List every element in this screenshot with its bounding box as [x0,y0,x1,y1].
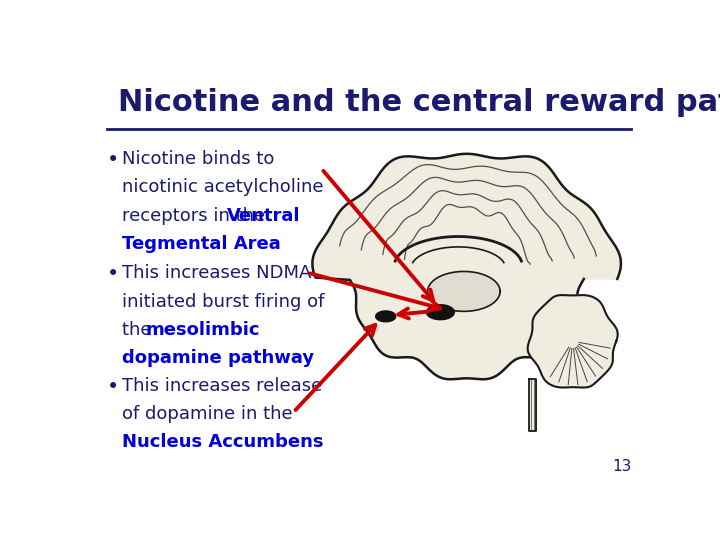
Polygon shape [528,295,618,388]
Text: mesolimbic: mesolimbic [145,321,261,339]
Text: Nicotine and the central reward pathway: Nicotine and the central reward pathway [118,87,720,117]
Polygon shape [426,305,454,320]
Text: dopamine pathway: dopamine pathway [122,349,315,367]
Polygon shape [312,154,621,379]
Polygon shape [529,379,536,431]
Text: Tegmental Area: Tegmental Area [122,235,281,253]
Text: Ventral: Ventral [228,207,301,225]
Polygon shape [376,311,396,322]
Polygon shape [428,272,500,312]
Text: •: • [107,265,119,285]
Text: receptors in the: receptors in the [122,207,271,225]
Text: This increases NDMA: This increases NDMA [122,265,312,282]
Text: 13: 13 [612,460,631,474]
Text: nicotinic acetylcholine: nicotinic acetylcholine [122,178,324,197]
Text: initiated burst firing of: initiated burst firing of [122,293,325,310]
Text: the: the [122,321,158,339]
Text: of dopamine in the: of dopamine in the [122,405,293,423]
Text: This increases release: This increases release [122,377,323,395]
Text: Nucleus Accumbens: Nucleus Accumbens [122,433,324,451]
Text: •: • [107,150,119,170]
Text: Nicotine binds to: Nicotine binds to [122,150,275,168]
Text: •: • [107,377,119,397]
